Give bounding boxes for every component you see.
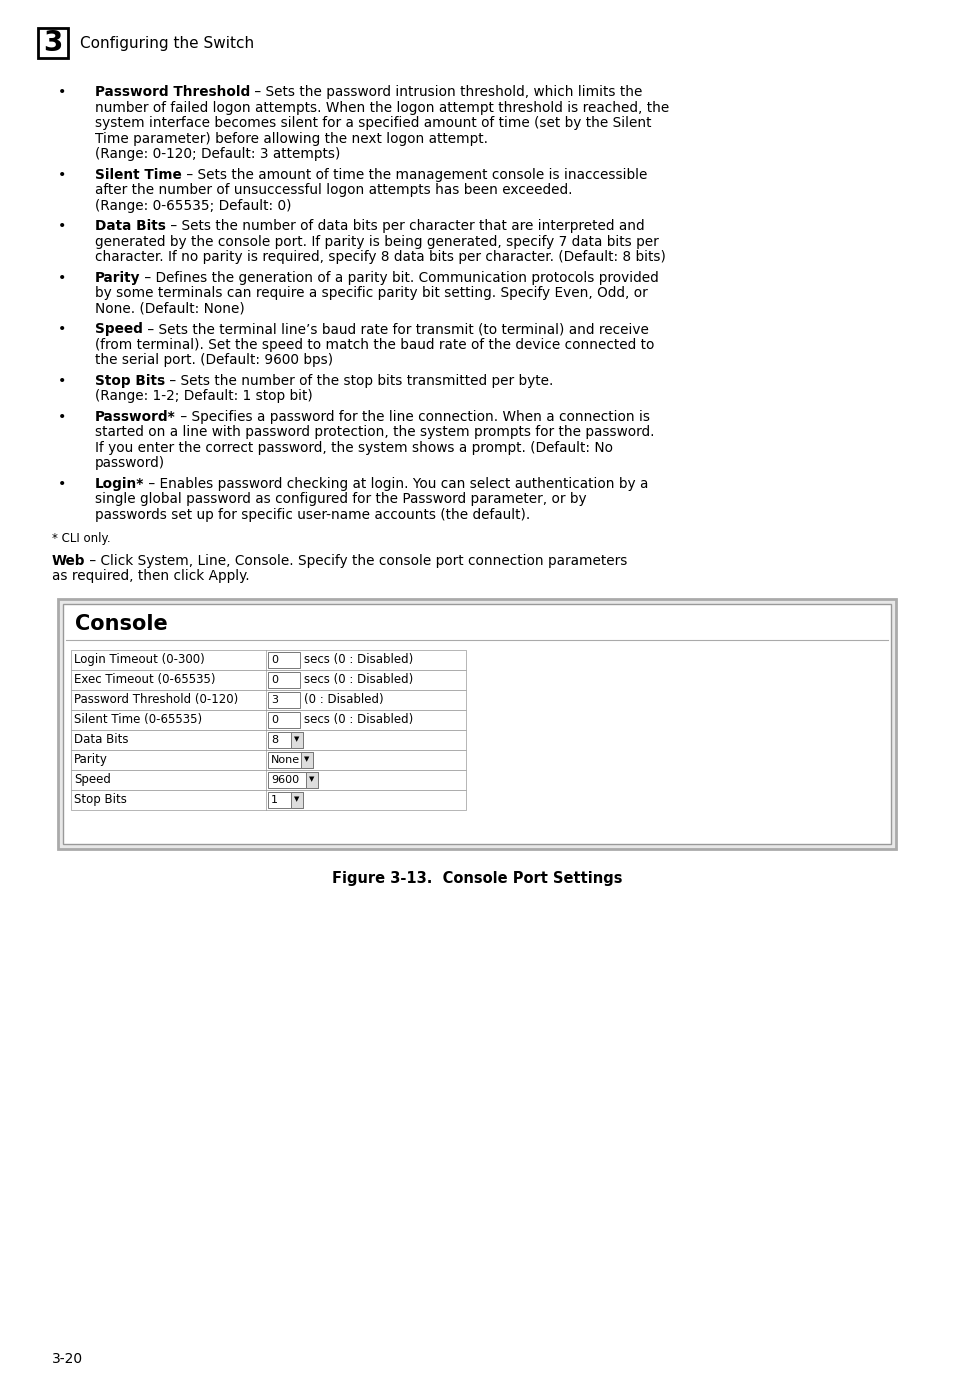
Text: secs (0 : Disabled): secs (0 : Disabled) — [304, 713, 413, 726]
Bar — [268, 731, 303, 748]
Text: secs (0 : Disabled): secs (0 : Disabled) — [304, 652, 413, 666]
Text: None: None — [271, 755, 300, 765]
Text: by some terminals can require a specific parity bit setting. Specify Even, Odd, : by some terminals can require a specific… — [95, 286, 647, 300]
Text: Exec Timeout (0-65535): Exec Timeout (0-65535) — [74, 673, 215, 686]
Text: Console: Console — [75, 613, 168, 633]
Text: 3-20: 3-20 — [52, 1352, 83, 1366]
Text: Figure 3-13.  Console Port Settings: Figure 3-13. Console Port Settings — [332, 870, 621, 886]
Text: character. If no parity is required, specify 8 data bits per character. (Default: character. If no parity is required, spe… — [95, 250, 665, 264]
Text: – Enables password checking at login. You can select authentication by a: – Enables password checking at login. Yo… — [144, 476, 648, 490]
Text: ▼: ▼ — [294, 737, 299, 743]
Text: 0: 0 — [271, 675, 277, 684]
Text: generated by the console port. If parity is being generated, specify 7 data bits: generated by the console port. If parity… — [95, 235, 659, 248]
Text: •: • — [58, 271, 67, 285]
Text: Time parameter) before allowing the next logon attempt.: Time parameter) before allowing the next… — [95, 132, 488, 146]
Text: passwords set up for specific user-name accounts (the default).: passwords set up for specific user-name … — [95, 508, 530, 522]
Text: 8: 8 — [271, 734, 278, 744]
Text: Configuring the Switch: Configuring the Switch — [80, 36, 253, 50]
Text: – Defines the generation of a parity bit. Communication protocols provided: – Defines the generation of a parity bit… — [140, 271, 659, 285]
Bar — [268, 751, 313, 768]
Text: If you enter the correct password, the system shows a prompt. (Default: No: If you enter the correct password, the s… — [95, 440, 613, 454]
Text: – Sets the number of data bits per character that are interpreted and: – Sets the number of data bits per chara… — [166, 219, 644, 233]
Bar — [71, 650, 465, 669]
Bar — [71, 669, 465, 690]
Bar — [71, 769, 465, 790]
Text: * CLI only.: * CLI only. — [52, 532, 111, 545]
Text: (Range: 0-65535; Default: 0): (Range: 0-65535; Default: 0) — [95, 198, 292, 212]
Text: as required, then click Apply.: as required, then click Apply. — [52, 569, 250, 583]
Text: Stop Bits: Stop Bits — [74, 793, 127, 806]
Bar — [268, 691, 299, 708]
Bar — [291, 731, 303, 748]
Text: Speed: Speed — [95, 322, 143, 336]
Text: – Click System, Line, Console. Specify the console port connection parameters: – Click System, Line, Console. Specify t… — [86, 554, 627, 568]
Bar — [291, 791, 303, 808]
Text: Password Threshold (0-120): Password Threshold (0-120) — [74, 693, 238, 706]
Text: – Specifies a password for the line connection. When a connection is: – Specifies a password for the line conn… — [175, 409, 649, 423]
Text: None. (Default: None): None. (Default: None) — [95, 301, 245, 315]
Text: •: • — [58, 85, 67, 99]
Text: •: • — [58, 476, 67, 490]
Text: Password Threshold: Password Threshold — [95, 85, 250, 99]
Text: •: • — [58, 409, 67, 423]
Text: (from terminal). Set the speed to match the baud rate of the device connected to: (from terminal). Set the speed to match … — [95, 337, 654, 351]
Text: – Sets the amount of time the management console is inaccessible: – Sets the amount of time the management… — [182, 168, 646, 182]
Text: – Sets the terminal line’s baud rate for transmit (to terminal) and receive: – Sets the terminal line’s baud rate for… — [143, 322, 648, 336]
Bar — [71, 690, 465, 709]
Text: (0 : Disabled): (0 : Disabled) — [304, 693, 383, 706]
Text: after the number of unsuccessful logon attempts has been exceeded.: after the number of unsuccessful logon a… — [95, 183, 572, 197]
Text: Data Bits: Data Bits — [74, 733, 129, 745]
Bar — [71, 790, 465, 809]
Text: ▼: ▼ — [294, 797, 299, 802]
Text: password): password) — [95, 457, 165, 471]
Text: single global password as configured for the Password parameter, or by: single global password as configured for… — [95, 491, 586, 507]
Text: 3: 3 — [43, 29, 63, 57]
Text: •: • — [58, 219, 67, 233]
Bar — [268, 651, 299, 668]
Bar — [301, 751, 313, 768]
Bar — [268, 772, 317, 787]
Text: Parity: Parity — [95, 271, 140, 285]
Text: Password*: Password* — [95, 409, 175, 423]
Bar — [71, 730, 465, 750]
Text: Login*: Login* — [95, 476, 144, 490]
Text: Speed: Speed — [74, 773, 111, 786]
Bar — [38, 28, 68, 58]
Bar — [268, 791, 303, 808]
Text: ▼: ▼ — [304, 756, 310, 762]
Text: secs (0 : Disabled): secs (0 : Disabled) — [304, 673, 413, 686]
Text: 9600: 9600 — [271, 775, 299, 784]
Text: Web: Web — [52, 554, 86, 568]
Text: – Sets the number of the stop bits transmitted per byte.: – Sets the number of the stop bits trans… — [165, 373, 553, 387]
Text: Stop Bits: Stop Bits — [95, 373, 165, 387]
Text: the serial port. (Default: 9600 bps): the serial port. (Default: 9600 bps) — [95, 353, 333, 366]
Text: •: • — [58, 373, 67, 387]
Bar — [58, 598, 895, 848]
Text: number of failed logon attempts. When the logon attempt threshold is reached, th: number of failed logon attempts. When th… — [95, 100, 669, 114]
Text: (Range: 1-2; Default: 1 stop bit): (Range: 1-2; Default: 1 stop bit) — [95, 389, 313, 403]
Text: 3: 3 — [271, 694, 277, 705]
Text: 1: 1 — [271, 794, 277, 805]
Text: ▼: ▼ — [309, 776, 314, 783]
Text: Silent Time: Silent Time — [95, 168, 182, 182]
Text: Data Bits: Data Bits — [95, 219, 166, 233]
Bar — [306, 772, 317, 787]
Text: Parity: Parity — [74, 754, 108, 766]
Text: Login Timeout (0-300): Login Timeout (0-300) — [74, 652, 205, 666]
Text: – Sets the password intrusion threshold, which limits the: – Sets the password intrusion threshold,… — [250, 85, 642, 99]
Text: (Range: 0-120; Default: 3 attempts): (Range: 0-120; Default: 3 attempts) — [95, 147, 340, 161]
Text: 0: 0 — [271, 655, 277, 665]
Text: •: • — [58, 168, 67, 182]
Bar — [71, 709, 465, 730]
Text: Silent Time (0-65535): Silent Time (0-65535) — [74, 713, 202, 726]
Text: system interface becomes silent for a specified amount of time (set by the Silen: system interface becomes silent for a sp… — [95, 117, 651, 130]
Bar — [63, 604, 890, 844]
Text: 0: 0 — [271, 715, 277, 725]
Bar — [71, 750, 465, 769]
Text: started on a line with password protection, the system prompts for the password.: started on a line with password protecti… — [95, 425, 654, 439]
Bar — [268, 672, 299, 687]
Text: •: • — [58, 322, 67, 336]
Bar — [268, 712, 299, 727]
